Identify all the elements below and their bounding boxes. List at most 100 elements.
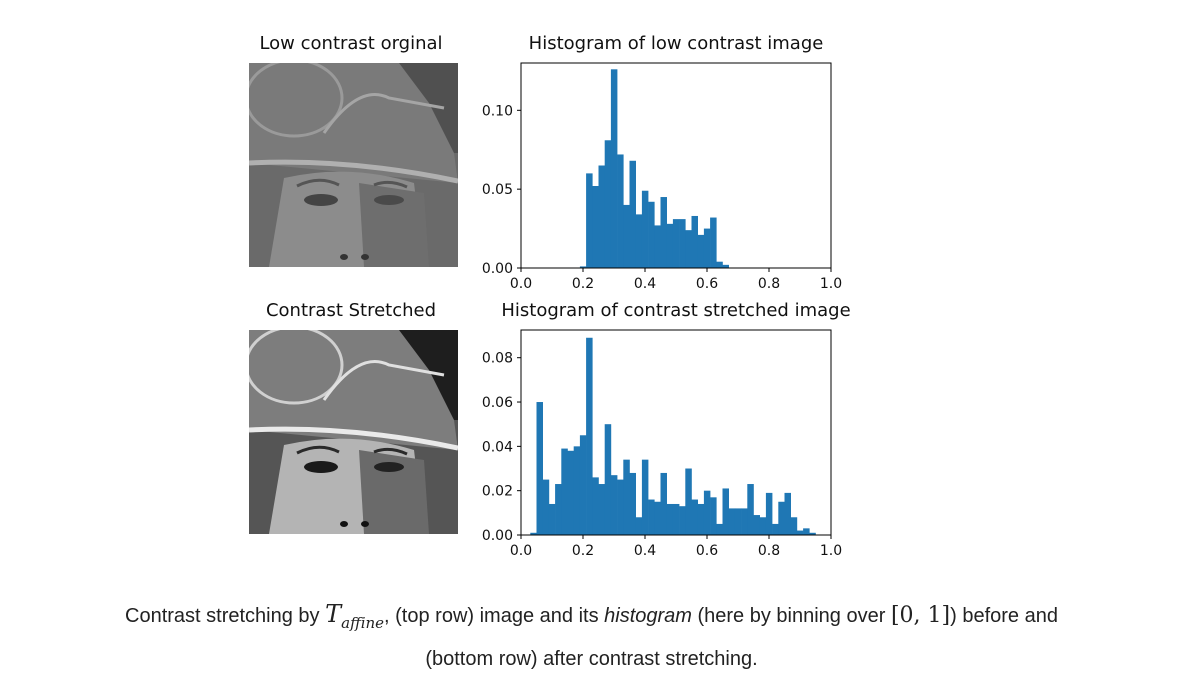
histogram-contrast-stretched: 0.0 0.2 0.4 0.6 0.8 1.0 0.00 0.02 0.04 0.06 0.08	[482, 329, 842, 559]
x-tick-label: 0.0	[510, 276, 532, 292]
histogram-bar	[666, 503, 674, 535]
histogram-bar	[654, 225, 661, 268]
histogram-bar	[623, 204, 630, 268]
x-tick-label: 1.0	[820, 543, 842, 559]
x-tick-label: 0.4	[634, 543, 656, 559]
histogram-bar	[530, 532, 537, 535]
caption-line-2: (bottom row) after contrast stretching.	[425, 647, 758, 670]
histogram-bar	[741, 508, 748, 535]
math-T: T	[325, 600, 342, 628]
histogram-bar	[685, 230, 692, 268]
histogram-bar	[648, 201, 655, 268]
histogram-bar	[579, 435, 587, 535]
histogram-bar	[679, 506, 686, 535]
histogram-bar	[567, 450, 574, 535]
histogram-bar	[641, 190, 649, 268]
contrast-stretched-photo	[249, 330, 458, 534]
histogram-bar	[536, 402, 543, 535]
caption-text: Contrast stretching by	[125, 605, 326, 627]
caption-text: ) before and	[950, 605, 1058, 627]
histogram-bar	[604, 424, 612, 535]
histogram-bar	[790, 517, 798, 535]
histogram-bar	[697, 503, 705, 535]
histogram-bar	[573, 446, 581, 535]
histogram-bar	[635, 517, 643, 535]
figure-caption: Contrast stretching by Taffine, (top row…	[0, 596, 1183, 677]
x-tick-label: 1.0	[820, 276, 842, 292]
y-tick-label: 0.00	[482, 528, 513, 544]
x-tick-label: 0.0	[510, 543, 532, 559]
histogram-bar	[604, 140, 612, 268]
histogram-bar	[654, 501, 661, 535]
histogram-bar	[679, 219, 686, 268]
caption-interval: [0, 1]	[890, 603, 951, 628]
caption-text: (here by binning over	[691, 605, 891, 627]
y-tick-label: 0.02	[482, 484, 513, 500]
histogram-bar	[598, 165, 605, 268]
histogram-bar	[623, 459, 630, 535]
x-tick-label: 0.6	[696, 543, 718, 559]
caption-italic: histogram	[604, 605, 692, 627]
histogram-bar	[759, 517, 767, 535]
histogram-bar	[697, 234, 705, 268]
x-tick-label: 0.8	[758, 276, 780, 292]
histogram-bar	[753, 515, 760, 535]
histogram-bar	[765, 492, 773, 535]
histogram-bar	[660, 472, 667, 535]
histogram-bar	[610, 475, 618, 535]
histogram-bar	[772, 523, 779, 535]
histogram-bar	[710, 217, 717, 268]
x-tick-label: 0.2	[572, 543, 594, 559]
histogram-bar	[691, 499, 698, 535]
histogram-bar	[617, 154, 624, 268]
histogram-bar	[734, 508, 742, 535]
histogram-bar	[691, 215, 698, 268]
histogram-bar	[672, 219, 680, 268]
histogram-bar	[592, 477, 599, 535]
histogram-bar	[629, 160, 636, 268]
y-tick-label: 0.04	[482, 439, 513, 455]
histogram-bar	[710, 497, 717, 535]
y-tick-label: 0.00	[482, 261, 513, 277]
histogram-bar	[617, 479, 624, 535]
x-tick-label: 0.8	[758, 543, 780, 559]
histogram-bar	[703, 490, 711, 535]
histogram-bar	[586, 337, 593, 535]
histogram-bar	[629, 472, 636, 535]
histogram-charts: 0.0 0.2 0.4 0.6 0.8 1.0 0.00 0.05 0.10 0.0 0.2 0.4…	[482, 62, 842, 559]
histogram-bar	[610, 69, 618, 268]
histogram-bar	[747, 484, 754, 535]
histogram-bar	[548, 503, 556, 535]
axes-frame	[520, 62, 832, 269]
title-low-contrast-image: Low contrast orginal	[259, 33, 443, 54]
histogram-bar	[728, 508, 736, 535]
y-tick-label: 0.10	[482, 103, 513, 119]
axes-frame	[520, 329, 832, 536]
histogram-bar	[803, 528, 810, 535]
histogram-bar	[561, 448, 568, 535]
histogram-bar	[722, 488, 729, 535]
histogram-bar	[784, 492, 791, 535]
histogram-bar	[542, 479, 550, 535]
histogram-bar	[635, 214, 643, 268]
x-tick-label: 0.2	[572, 276, 594, 292]
histogram-bar	[672, 503, 680, 535]
histogram-bar	[666, 223, 674, 268]
histogram-bar	[716, 523, 723, 535]
histogram-bar	[648, 499, 655, 535]
title-stretched-image: Contrast Stretched	[265, 300, 437, 321]
math-subscript: affine	[341, 613, 385, 632]
histogram-low-contrast: 0.0 0.2 0.4 0.6 0.8 1.0 0.00 0.05 0.10	[482, 62, 842, 292]
caption-math-T: Taffine	[325, 600, 384, 632]
histogram-bar	[555, 484, 562, 535]
histogram-bar	[579, 266, 587, 268]
x-tick-label: 0.6	[696, 276, 718, 292]
y-tick-label: 0.08	[482, 351, 513, 367]
histogram-bar	[722, 264, 729, 268]
y-tick-label: 0.05	[482, 182, 513, 198]
histogram-bar	[592, 186, 599, 268]
histogram-bar	[809, 532, 816, 535]
caption-text: , (top row) image and its	[384, 605, 605, 627]
histogram-bar	[703, 228, 711, 268]
histogram-bar	[586, 173, 593, 268]
